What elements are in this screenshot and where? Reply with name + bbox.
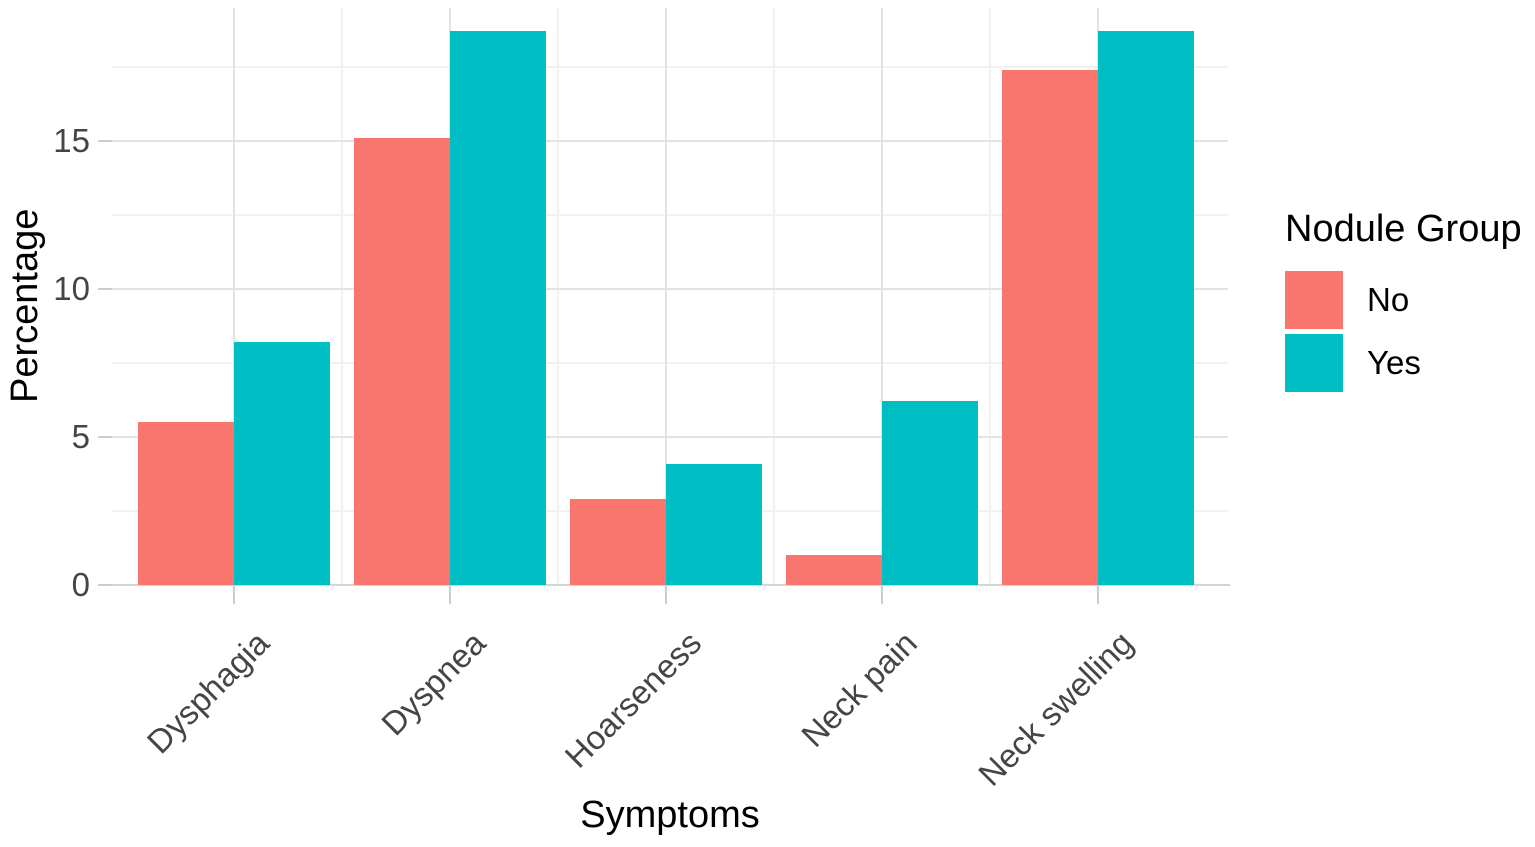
x-tick-mark: [1097, 586, 1099, 604]
y-tick-label-5: 5: [71, 418, 90, 455]
legend-row-no: No: [1285, 271, 1522, 329]
gridline-major-horizontal: [112, 140, 1228, 142]
x-tick-mark: [881, 586, 883, 604]
legend-swatch-no: [1285, 271, 1343, 329]
x-axis-title: Symptoms: [580, 794, 760, 836]
gridline-minor-vertical: [773, 8, 775, 585]
gridline-minor-horizontal: [112, 66, 1228, 68]
bar-yes-dysphagia: [234, 342, 330, 585]
x-tick-mark: [665, 586, 667, 604]
legend-swatch-yes: [1285, 334, 1343, 392]
x-axis-line: [104, 584, 1230, 586]
y-tick-mark: [98, 584, 112, 586]
gridline-minor-horizontal: [112, 362, 1228, 364]
bar-no-neck-swelling: [1002, 69, 1098, 585]
gridline-major-vertical-neck-pain: [881, 8, 883, 585]
bar-no-hoarseness: [570, 499, 666, 585]
legend-label-yes: Yes: [1367, 344, 1421, 381]
x-tick-label-neck-pain: Neck pain: [794, 624, 925, 754]
bar-no-neck-pain: [786, 555, 882, 585]
legend-title: Nodule Group: [1285, 208, 1522, 250]
x-tick-mark: [449, 586, 451, 604]
legend-entries: No Yes: [1285, 271, 1522, 392]
legend: Nodule Group No Yes: [1285, 208, 1522, 397]
x-tick-label-dysphagia: Dysphagia: [139, 624, 277, 761]
gridline-major-vertical-hoarseness: [665, 8, 667, 585]
y-tick-mark: [98, 140, 112, 142]
bar-yes-hoarseness: [666, 463, 762, 585]
gridline-major-horizontal: [112, 436, 1228, 438]
legend-row-yes: Yes: [1285, 334, 1522, 392]
bar-no-dyspnea: [354, 138, 450, 585]
bar-yes-neck-swelling: [1098, 31, 1194, 585]
y-tick-mark: [98, 288, 112, 290]
legend-label-no: No: [1367, 281, 1410, 318]
gridline-major-horizontal: [112, 288, 1228, 290]
y-tick-mark: [98, 436, 112, 438]
bar-yes-neck-pain: [882, 401, 978, 585]
x-tick-mark: [233, 586, 235, 604]
bar-no-dysphagia: [138, 422, 234, 585]
bar-yes-dyspnea: [450, 31, 546, 585]
y-tick-label-15: 15: [53, 122, 90, 159]
x-tick-label-dyspnea: Dyspnea: [373, 624, 493, 743]
gridline-minor-horizontal: [112, 214, 1228, 216]
y-tick-label-10: 10: [53, 270, 90, 307]
y-tick-label-0: 0: [71, 566, 90, 603]
gridline-minor-vertical: [557, 8, 559, 585]
gridline-minor-vertical: [341, 8, 343, 585]
gridline-minor-vertical: [989, 8, 991, 585]
gridline-major-vertical-dysphagia: [233, 8, 235, 585]
x-tick-label-neck-swelling: Neck swelling: [971, 624, 1141, 793]
x-tick-label-hoarseness: Hoarseness: [557, 624, 709, 775]
